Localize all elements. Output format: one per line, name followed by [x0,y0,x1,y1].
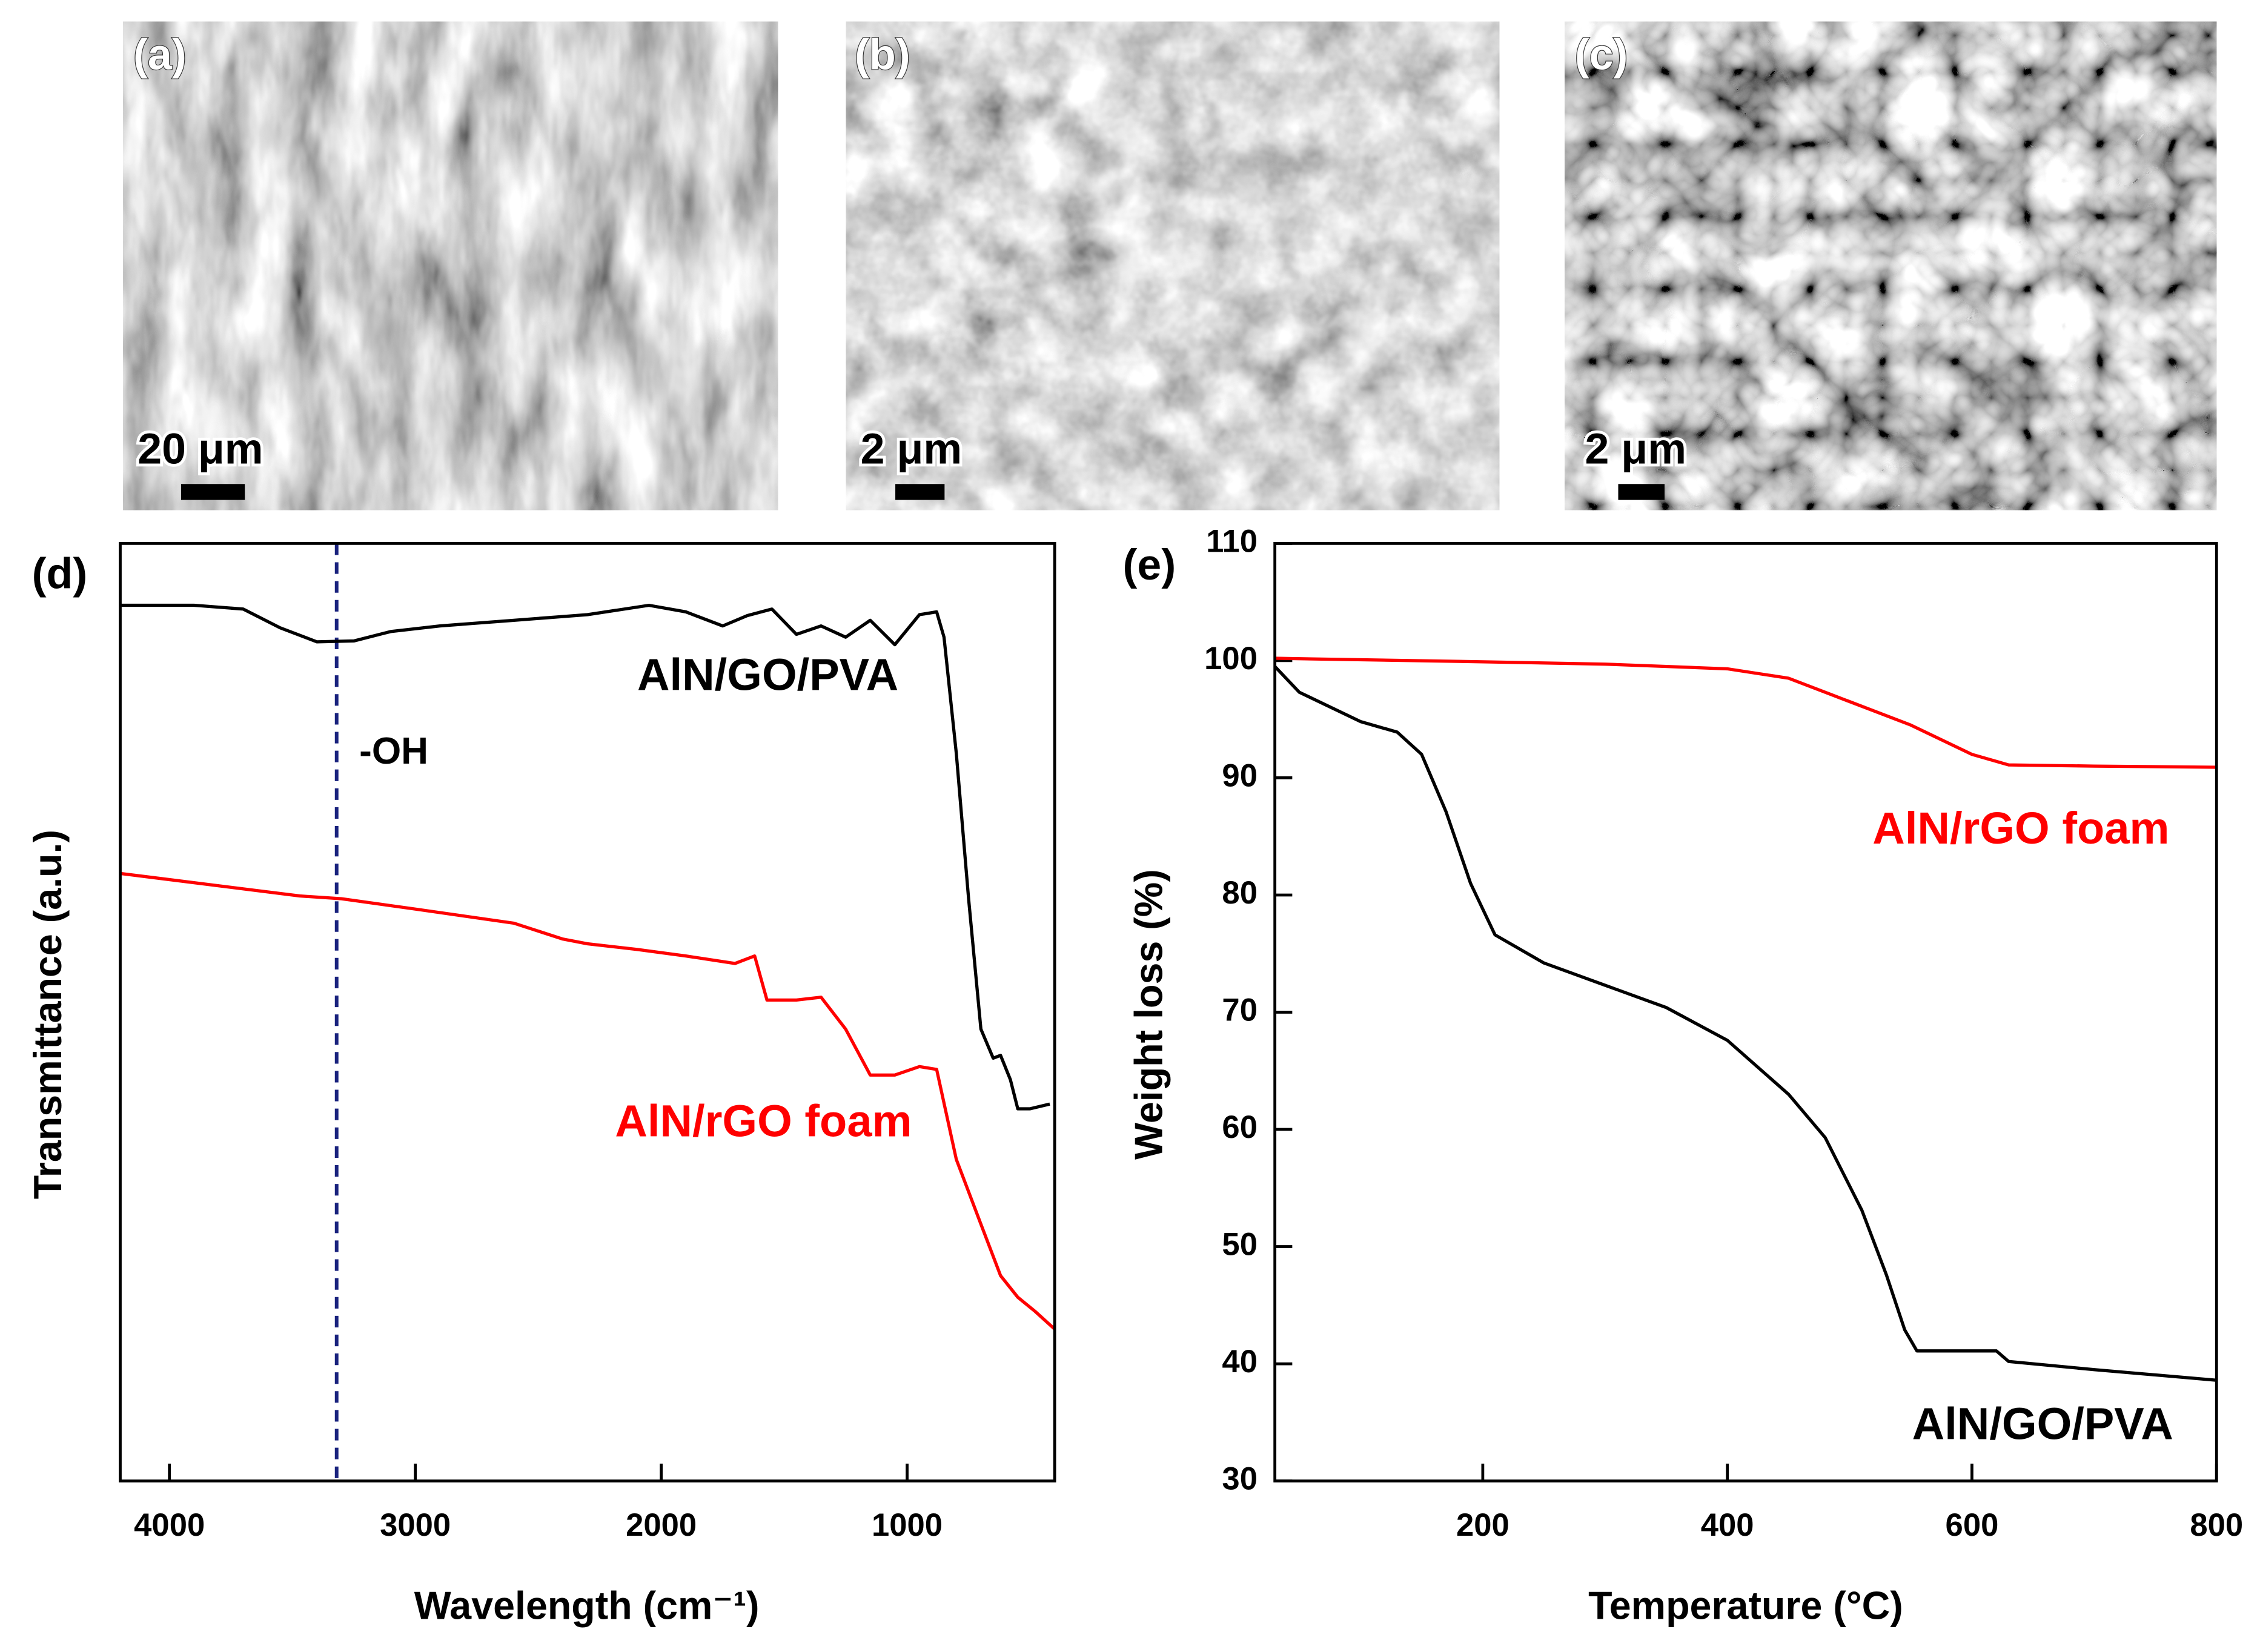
series-label: AlN/GO/PVA [637,649,898,699]
chart: (e) Temperature (°C) Weight loss (%) 200 400… [1123,523,2244,1627]
series-label: AlN/rGO foam [615,1096,912,1146]
y-axis-title: Weight loss (%) [1127,869,1170,1160]
sem-photo [846,21,1500,510]
scale-bar-label: 2 μm [861,425,963,474]
x-tick-label: 2000 [626,1507,697,1543]
y-tick-label: 80 [1222,875,1258,911]
y-tick-label: 40 [1222,1344,1258,1379]
plot-frame [119,541,1056,1483]
x-tick-label: 800 [2190,1507,2243,1543]
x-axis-title: Temperature (°C) [1588,1584,1903,1627]
y-axis-title: Transmittance (a.u.) [26,830,70,1199]
y-tick-label: 90 [1222,758,1258,793]
series-line [1274,656,2217,769]
x-axis-title: Wavelength (cm⁻¹) [414,1584,760,1627]
series-label: AlN/rGO foam [1872,803,2169,853]
series-line [120,603,1050,1111]
series-line [120,871,1056,1330]
y-tick-label: 60 [1222,1109,1258,1145]
panel-label: (e) [1123,541,1176,589]
scale-bar-label: 2 μm [1585,425,1686,474]
x-tick-label: 200 [1456,1507,1509,1543]
sem-photo [123,21,778,510]
x-tick-label: 1000 [872,1507,943,1543]
scale-bar [181,484,245,500]
y-tick-label: 110 [1206,523,1258,559]
sem-photo [1565,21,2217,510]
sem-image: (c) 2 μm [1565,21,2217,510]
annotation: -OH [359,730,428,772]
y-tick-label: 100 [1204,641,1258,676]
series-line [1273,665,2217,1382]
x-tick-label: 3000 [380,1507,451,1543]
sem-image: (b) 2 μm [846,21,1500,510]
x-tick-label: 400 [1701,1507,1754,1543]
chart: (d) Wavelength (cm⁻¹) Transmittance (a.u.)… [26,541,1056,1627]
image-label: (a) [133,31,187,79]
image-label: (c) [1575,31,1628,79]
y-tick-label: 70 [1222,992,1258,1028]
scale-bar [1618,484,1665,500]
sem-image: (a) 20 μm [123,21,778,510]
image-label: (b) [855,31,910,79]
x-tick-label: 4000 [134,1507,205,1543]
plot-frame [1273,541,2218,1483]
panel-label: (d) [32,549,88,598]
x-tick-label: 600 [1946,1507,1999,1543]
series-label: AlN/GO/PVA [1912,1399,2173,1449]
y-tick-label: 30 [1222,1461,1258,1497]
scale-bar [895,484,945,500]
scale-bar-label: 20 μm [138,425,263,474]
y-tick-label: 50 [1222,1226,1258,1262]
